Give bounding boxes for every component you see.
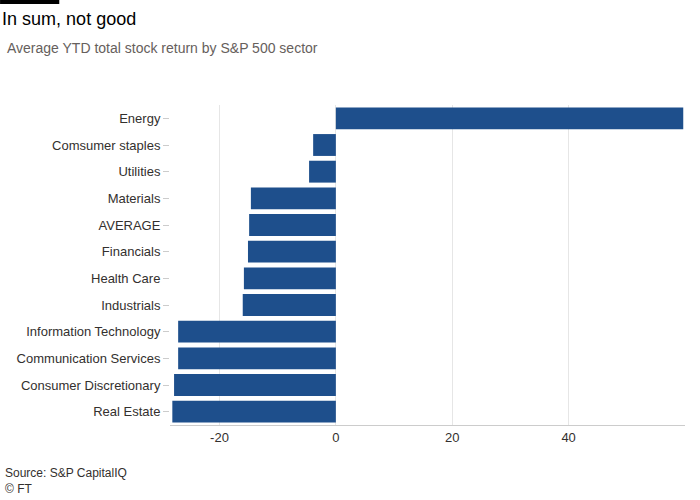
svg-text:Information Technology: Information Technology	[26, 324, 161, 339]
svg-text:40: 40	[561, 430, 575, 445]
svg-text:-20: -20	[210, 430, 229, 445]
svg-text:Financials: Financials	[102, 244, 161, 259]
svg-text:Utilities: Utilities	[118, 164, 160, 179]
svg-text:Average YTD total stock return: Average YTD total stock return by S&P 50…	[7, 40, 318, 56]
svg-text:© FT: © FT	[5, 482, 33, 496]
svg-text:0: 0	[332, 430, 339, 445]
svg-text:Materials: Materials	[108, 191, 161, 206]
svg-text:Communication Services: Communication Services	[17, 351, 161, 366]
svg-text:Real Estate: Real Estate	[93, 404, 160, 419]
svg-text:20: 20	[445, 430, 459, 445]
svg-text:Energy: Energy	[119, 111, 161, 126]
svg-text:Consumer Discretionary: Consumer Discretionary	[21, 378, 161, 393]
svg-text:AVERAGE: AVERAGE	[99, 218, 161, 233]
svg-text:Health Care: Health Care	[91, 271, 160, 286]
svg-text:Industrials: Industrials	[101, 298, 161, 313]
svg-text:In sum, not good: In sum, not good	[2, 9, 136, 29]
svg-text:Source: S&P CapitalIQ: Source: S&P CapitalIQ	[5, 466, 127, 480]
svg-text:Comsumer staples: Comsumer staples	[52, 138, 161, 153]
